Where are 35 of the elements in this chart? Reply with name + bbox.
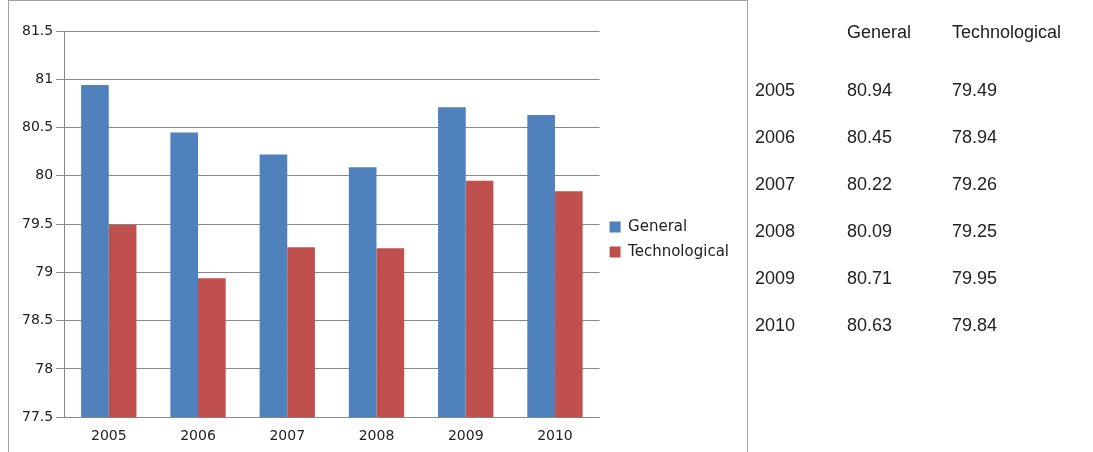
data-label: 80.63: [847, 315, 894, 337]
x-tick-label: 2007: [269, 427, 306, 444]
y-tick-label: 80.5: [22, 118, 54, 135]
x-tick-label: 2008: [358, 427, 395, 444]
y-tick-label: 81.5: [22, 21, 54, 38]
y-tick-label: 2005: [755, 80, 797, 102]
data-label: 80.09: [847, 221, 894, 243]
y-tick-label: 81: [35, 69, 54, 86]
y-tick-label: 2008: [755, 221, 797, 243]
data-label: 80.45: [847, 127, 894, 149]
y-tick-label: 2007: [755, 174, 797, 196]
data-label: 80.22: [847, 174, 894, 196]
data-label: 78.94: [952, 127, 999, 149]
data-label: 79.25: [952, 221, 999, 243]
data-label: 79.84: [952, 315, 999, 337]
legend-label: General: [628, 216, 688, 235]
y-tick-label: 77.5: [22, 407, 54, 424]
legend-label: Technological: [627, 241, 729, 260]
y-tick-label: 2010: [755, 315, 797, 337]
y-tick-label: 2006: [755, 127, 797, 149]
x-tick-label: 2010: [537, 427, 573, 444]
data-label: 80.94: [847, 80, 894, 102]
data-label: 79.49: [952, 80, 999, 102]
data-label: 79.95: [952, 268, 999, 290]
y-tick-label: 80: [35, 166, 54, 183]
x-tick-label: 2009: [447, 427, 484, 444]
x-tick-label: 2005: [90, 427, 127, 444]
data-label: 79.26: [952, 174, 999, 196]
y-tick-label: 2009: [755, 268, 797, 290]
x-tick-label: 2006: [180, 427, 216, 444]
y-tick-label: 79.5: [22, 214, 54, 231]
data-label: 80.71: [847, 268, 894, 290]
y-tick-label: 79: [35, 263, 54, 280]
y-tick-label: 78: [35, 359, 54, 376]
y-tick-label: 78.5: [22, 311, 54, 328]
